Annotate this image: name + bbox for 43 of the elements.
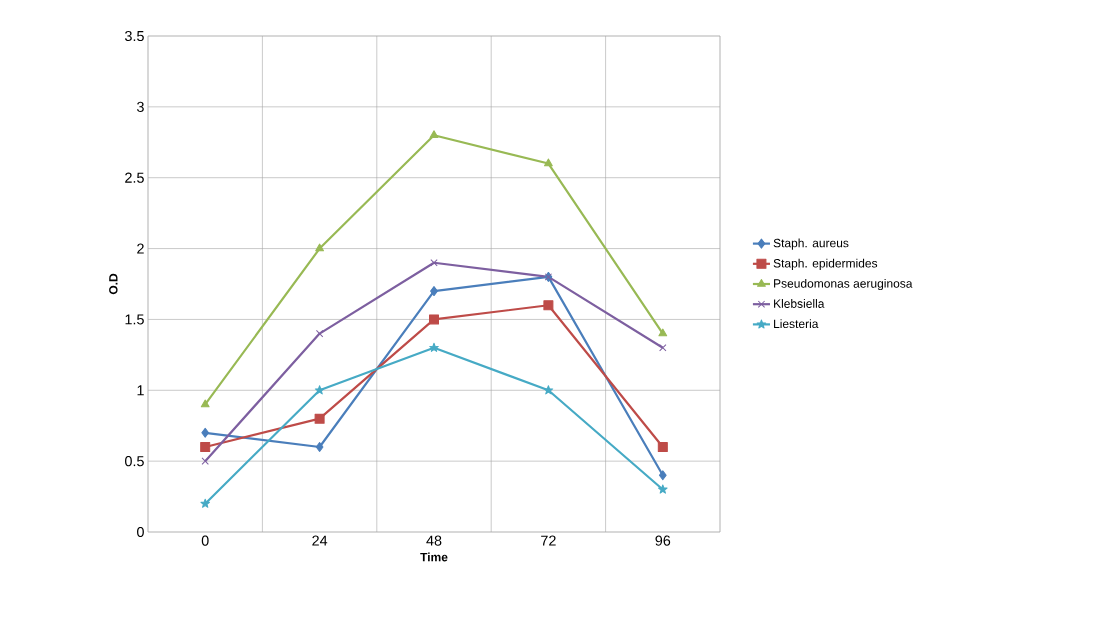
point (314, 385, 325, 395)
point (315, 243, 324, 252)
y-axis-title: O.D (109, 273, 118, 295)
point (657, 441, 668, 452)
point (201, 457, 209, 465)
y-tick-label: 0.5 (125, 456, 144, 467)
point (659, 344, 667, 352)
point (429, 130, 439, 138)
legend-label: Pseudomonas aeruginosa (774, 278, 913, 291)
point (201, 427, 210, 438)
y-tick-label: 1 (137, 385, 144, 396)
point (314, 413, 325, 424)
legend-label: Staph. aureus (773, 238, 849, 250)
point (429, 342, 439, 352)
y-tick-label: 2 (137, 243, 144, 254)
point (430, 259, 438, 267)
point (315, 441, 324, 452)
x-tick-label: 48 (426, 535, 442, 546)
point (200, 441, 211, 452)
y-tick-label: 0 (137, 526, 144, 538)
point (200, 399, 210, 408)
x-tick-label: 0 (201, 535, 209, 546)
x-tick-label: 72 (541, 535, 556, 546)
y-tick-label: 1.5 (125, 314, 144, 325)
x-tick-label: 96 (655, 535, 671, 546)
point (543, 385, 554, 395)
y-tick-label: 3.5 (125, 30, 144, 42)
y-tick-label: 2.5 (125, 172, 144, 183)
legend-label: Staph. epidermides (773, 258, 878, 270)
y-tick-label: 3 (137, 101, 144, 112)
point (315, 329, 324, 338)
x-tick-label: 24 (312, 535, 328, 546)
point (658, 328, 668, 337)
point (658, 484, 668, 494)
legend-label: Liesteria (774, 319, 819, 329)
point (658, 470, 667, 481)
x-axis-title: Time (420, 552, 448, 562)
point (200, 498, 210, 508)
point (429, 314, 439, 325)
point (544, 158, 553, 167)
point (543, 300, 554, 311)
legend-label: Klebsiella (774, 299, 825, 308)
point (430, 286, 438, 297)
